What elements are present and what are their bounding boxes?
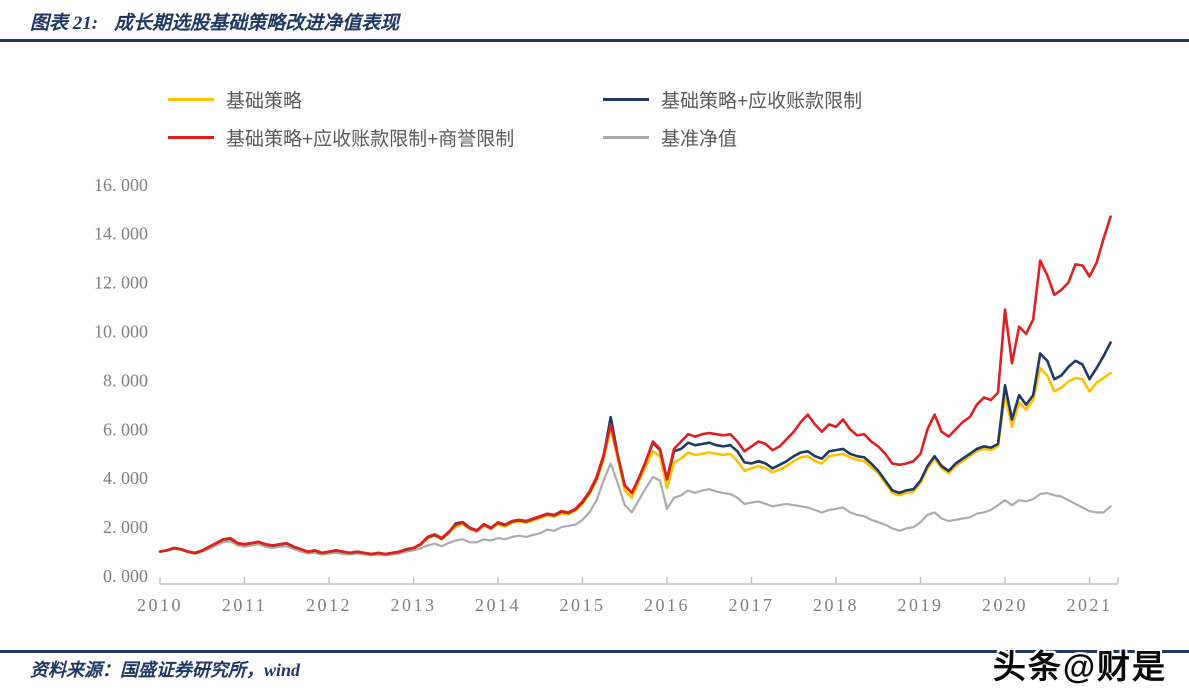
svg-text:16. 000: 16. 000 — [94, 175, 148, 195]
legend-line-red — [168, 136, 214, 139]
svg-text:10. 000: 10. 000 — [94, 322, 148, 342]
legend-item-receivables-limit: 基础策略+应收账款限制 — [603, 86, 862, 113]
line-chart: 0. 000 2. 000 4. 000 6. 000 8. 000 10. 000 12.… — [94, 175, 1119, 615]
footer-divider — [0, 650, 1189, 653]
svg-text:2012: 2012 — [306, 595, 352, 615]
svg-text:8. 000: 8. 000 — [103, 370, 148, 390]
svg-text:4. 000: 4. 000 — [103, 468, 148, 488]
svg-text:2013: 2013 — [391, 595, 437, 615]
svg-text:2018: 2018 — [813, 595, 859, 615]
header-divider — [0, 39, 1189, 42]
svg-text:2017: 2017 — [729, 595, 775, 615]
svg-text:6. 000: 6. 000 — [103, 419, 148, 439]
legend-item-goodwill-limit: 基础策略+应收账款限制+商誉限制 — [168, 124, 514, 151]
svg-text:2019: 2019 — [898, 595, 944, 615]
svg-text:2011: 2011 — [222, 595, 267, 615]
svg-text:12. 000: 12. 000 — [94, 273, 148, 293]
figure-title-row: 图表 21: 成长期选股基础策略改进净值表现 — [30, 8, 399, 35]
svg-text:2014: 2014 — [475, 595, 521, 615]
watermark: 头条@财是 — [992, 648, 1167, 685]
legend-label: 基础策略+应收账款限制+商誉限制 — [226, 129, 515, 150]
figure-title: 成长期选股基础策略改进净值表现 — [114, 13, 400, 34]
svg-text:2016: 2016 — [644, 595, 690, 615]
source-note: 资料来源：国盛证券研究所，wind — [30, 660, 301, 680]
svg-text:2021: 2021 — [1067, 595, 1113, 615]
svg-text:2. 000: 2. 000 — [103, 517, 148, 537]
figure-label: 图表 21: — [30, 13, 99, 34]
chart-area: 0. 000 2. 000 4. 000 6. 000 8. 000 10. 000 12.… — [0, 150, 1189, 650]
legend-label: 基础策略 — [226, 91, 303, 112]
legend-item-base-strategy: 基础策略 — [168, 86, 302, 113]
svg-text:2015: 2015 — [560, 595, 606, 615]
legend-line-yellow — [168, 98, 214, 101]
svg-text:0. 000: 0. 000 — [103, 566, 148, 586]
legend-line-navy — [603, 98, 649, 101]
svg-text:14. 000: 14. 000 — [94, 224, 148, 244]
legend-label: 基准净值 — [661, 129, 738, 150]
svg-text:2020: 2020 — [982, 595, 1028, 615]
legend-line-gray — [603, 136, 649, 139]
legend-label: 基础策略+应收账款限制 — [661, 91, 863, 112]
svg-text:2010: 2010 — [137, 595, 183, 615]
legend-item-benchmark: 基准净值 — [603, 124, 737, 151]
